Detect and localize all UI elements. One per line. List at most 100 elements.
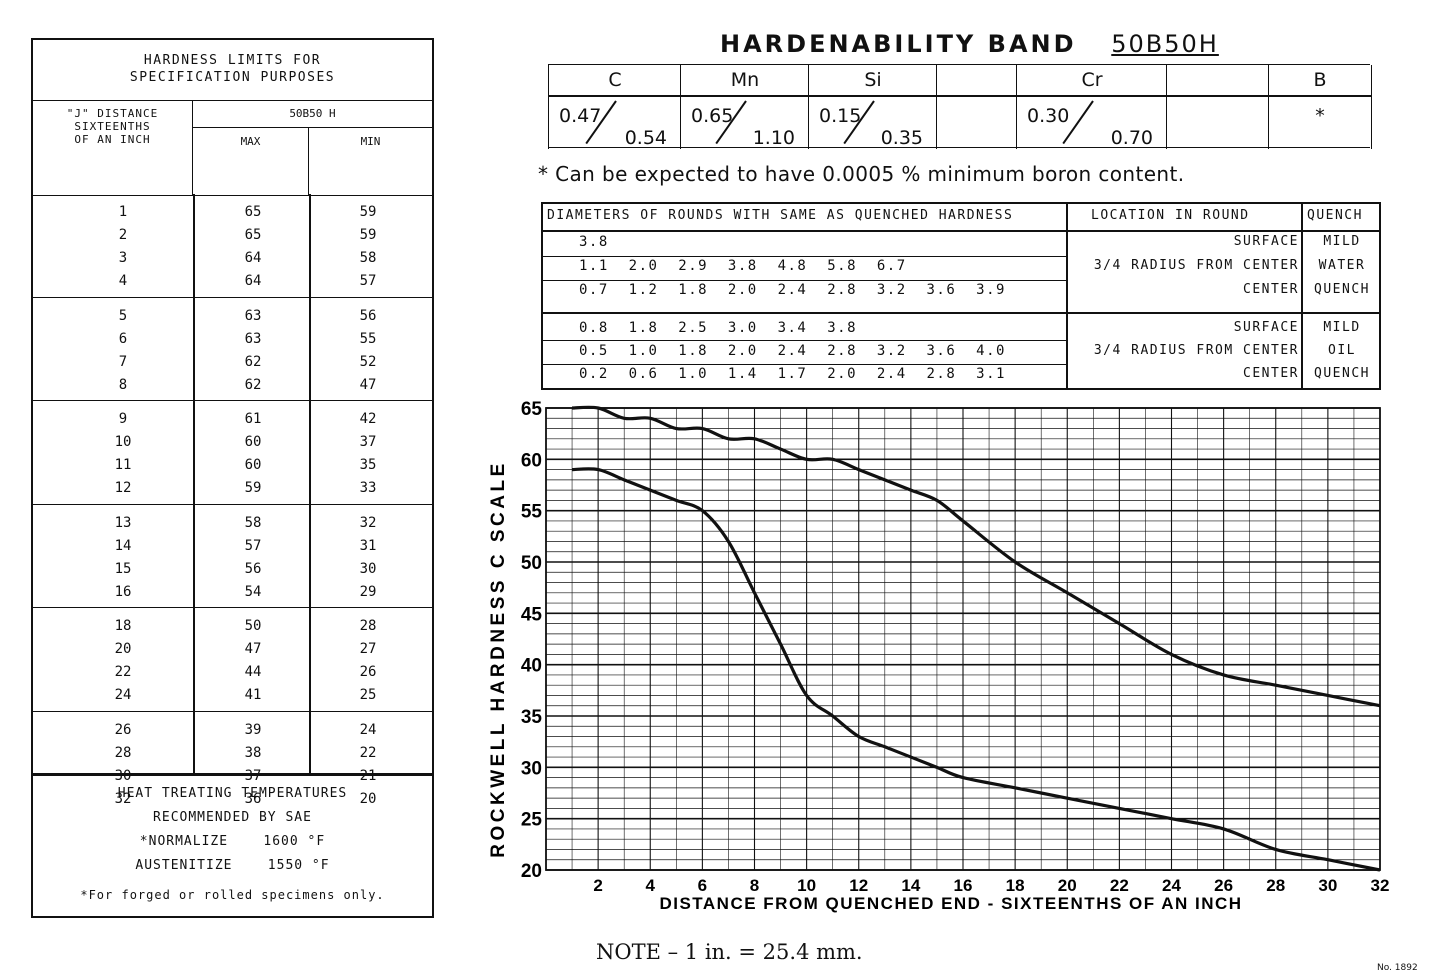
hardness-limits-title: HARDNESS LIMITS FOR SPECIFICATION PURPOS…	[33, 52, 432, 86]
max-cell: 41	[244, 687, 262, 703]
cell-divider	[809, 95, 937, 97]
element-min: 0.47	[559, 105, 602, 127]
j-cell: 22	[114, 664, 132, 680]
element-min: *	[1315, 105, 1325, 127]
min-cell: 28	[359, 618, 377, 634]
max-cell: 58	[244, 514, 262, 531]
chart-title: HARDENABILITY BAND 50B50H	[720, 30, 1219, 58]
table-row: 28 38 22	[33, 745, 432, 767]
j-distance-header: "J" DISTANCE SIXTEENTHS OF AN INCH	[33, 101, 193, 195]
plot-frame	[545, 407, 1381, 871]
x-tick-label: 14	[901, 876, 920, 895]
title-line-2: SPECIFICATION PURPOSES	[129, 70, 336, 85]
quench-label: QUENCH	[1314, 282, 1370, 297]
x-tick-label: 20	[1058, 876, 1077, 895]
footer-note: NOTE – 1 in. = 25.4 mm.	[596, 940, 863, 964]
x-tick-label: 22	[1110, 876, 1129, 895]
row-group: 18 50 28 20 47 27 22 44 26 24 41 25	[33, 608, 432, 712]
y-tick-label: 60	[521, 450, 542, 471]
j-cell: 9	[118, 411, 128, 427]
j-cell: 28	[114, 744, 132, 761]
x-tick-label: 16	[954, 876, 973, 895]
diameter-values: 3.8	[579, 234, 609, 250]
x-tick-label: 24	[1162, 876, 1181, 895]
row-divider	[543, 364, 1067, 365]
table-row: 10 60 37	[33, 434, 432, 456]
j-cell: 26	[114, 721, 132, 738]
y-tick-label: 20	[521, 861, 542, 882]
max-cell: 44	[244, 664, 262, 680]
title-grade: 50B50H	[1111, 30, 1219, 58]
min-cell: 30	[359, 560, 377, 577]
grade-header: 50B50 H	[193, 101, 432, 128]
min-cell: 26	[359, 664, 377, 680]
element-min: 0.30	[1027, 105, 1070, 127]
composition-cell	[936, 65, 1017, 149]
cell-divider	[549, 95, 681, 97]
min-cell: 33	[359, 480, 377, 496]
y-tick-label: 45	[521, 604, 543, 625]
j-cell: 12	[114, 480, 132, 496]
j-cell: 3	[118, 250, 128, 266]
cell-divider	[681, 95, 809, 97]
serial-number: No. 1892	[1377, 963, 1418, 973]
composition-cell	[1166, 65, 1269, 149]
x-tick-label: 32	[1371, 876, 1390, 895]
max-cell: 64	[244, 250, 262, 266]
j-cell: 13	[114, 514, 132, 531]
min-cell: 59	[359, 204, 377, 220]
cell-divider	[1167, 95, 1269, 97]
min-cell: 42	[359, 411, 377, 427]
row-group: 9 61 42 10 60 37 11 60 35 12 59 33	[33, 401, 432, 505]
max-cell: 62	[244, 376, 262, 393]
j-cell: 32	[114, 790, 132, 807]
max-cell: 56	[244, 560, 262, 577]
max-cell: 36	[244, 790, 262, 807]
composition-cell: B *	[1268, 65, 1372, 149]
min-cell: 20	[359, 790, 377, 807]
table-row: 13 58 32	[33, 515, 432, 537]
max-cell: 65	[244, 227, 262, 243]
max-cell: 47	[244, 641, 262, 657]
title-line-1: HARDNESS LIMITS FOR	[143, 53, 322, 68]
composition-cell: C 0.47 0.54	[548, 65, 681, 149]
max-cell: 57	[244, 537, 262, 554]
j-cell: 6	[118, 330, 128, 347]
table-row: 6 63 55	[33, 331, 432, 353]
max-header: MAX	[193, 127, 309, 195]
composition-cell: Mn 0.65 1.10	[680, 65, 809, 149]
diameter-values: 0.7 1.2 1.8 2.0 2.4 2.8 3.2 3.6 3.9	[579, 282, 1006, 298]
diameter-values: 0.2 0.6 1.0 1.4 1.7 2.0 2.4 2.8 3.1	[579, 366, 1006, 382]
table-row: 12 59 33	[33, 480, 432, 502]
j-cell: 11	[114, 457, 132, 473]
min-cell: 37	[359, 434, 377, 450]
heat-subtitle: RECOMMENDED BY SAE	[153, 810, 312, 825]
x-axis-label: DISTANCE FROM QUENCHED END - SIXTEENTHS …	[659, 894, 1242, 913]
x-tick-label: 18	[1006, 876, 1025, 895]
row-divider	[543, 256, 1067, 257]
j-cell: 5	[118, 307, 128, 324]
element-min: 0.65	[691, 105, 734, 127]
location-label: SURFACE	[1233, 234, 1299, 249]
title-text: HARDENABILITY BAND	[720, 30, 1077, 58]
min-header: MIN	[360, 135, 381, 148]
normalize-line: *NORMALIZE 1600 °F	[33, 834, 432, 849]
min-cell: 58	[359, 250, 377, 266]
y-tick-label: 50	[521, 553, 542, 574]
min-cell: 31	[359, 537, 377, 554]
composition-cell: Cr 0.30 0.70	[1016, 65, 1167, 149]
j-cell: 4	[118, 273, 128, 289]
j-distance-line-1: "J" DISTANCE	[66, 107, 159, 120]
x-tick-label: 26	[1214, 876, 1233, 895]
table-row: 16 54 29	[33, 584, 432, 606]
quench-header: QUENCH	[1307, 208, 1363, 223]
element-name: B	[1313, 69, 1327, 91]
x-tick-label: 4	[646, 876, 656, 895]
x-tick-label: 30	[1318, 876, 1337, 895]
diameters-table: DIAMETERS OF ROUNDS WITH SAME AS QUENCHE…	[541, 202, 1381, 390]
min-cell: 57	[359, 273, 377, 289]
x-tick-label: 2	[593, 876, 602, 895]
element-max: 0.70	[1110, 127, 1153, 149]
j-cell: 8	[118, 376, 128, 393]
table-row: 20 47 27	[33, 641, 432, 663]
